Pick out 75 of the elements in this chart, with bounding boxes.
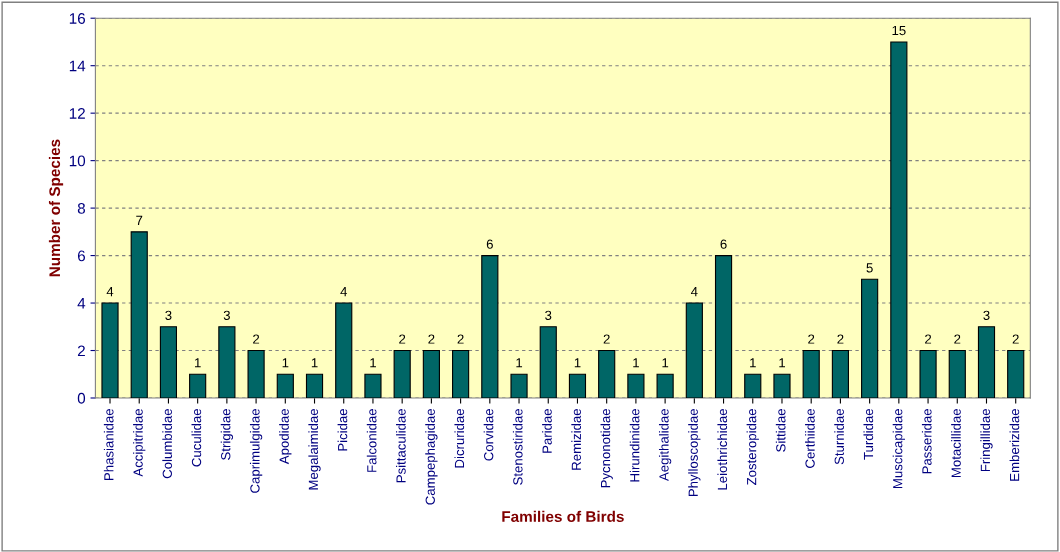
x-tick-label: Strigidae [220, 408, 234, 460]
data-label: 4 [340, 287, 348, 297]
data-label: 3 [983, 310, 990, 321]
data-label: 1 [574, 358, 581, 368]
x-tick-label: Stenostiridae [512, 408, 523, 485]
x-tick-label: Columbidae [162, 408, 172, 479]
y-axis-title: Number of Species [48, 139, 64, 277]
data-label: 4 [106, 287, 114, 297]
x-tick-label: Pycnonotidae [600, 408, 613, 488]
data-label: 4 [690, 287, 698, 297]
y-tick-label: 2 [77, 345, 85, 357]
x-axis-title: Families of Birds [502, 510, 624, 523]
x-tick-label: Megalaimidae [308, 408, 321, 490]
data-label: 2 [603, 334, 610, 344]
data-label: 2 [399, 334, 406, 344]
data-label: 3 [545, 310, 552, 321]
data-label: 2 [253, 334, 260, 344]
data-label: 2 [954, 334, 961, 344]
data-label: 1 [633, 358, 639, 368]
x-tick-label: Fringillidae [980, 408, 993, 472]
data-label: 1 [779, 358, 786, 368]
x-tick-label: Phylloscopidae [688, 408, 701, 497]
data-label: 1 [311, 358, 318, 368]
y-tick-label: 6 [77, 250, 86, 262]
x-tick-label: Campephagidae [425, 408, 438, 505]
data-label: 1 [750, 358, 756, 368]
data-label: 1 [370, 358, 376, 368]
data-label: 2 [808, 334, 815, 344]
x-tick-label: Passeridae [921, 408, 932, 474]
data-label: 2 [925, 334, 932, 344]
x-tick-label: Sturnidae [834, 408, 844, 465]
data-label: 3 [165, 310, 172, 321]
data-label: 15 [892, 25, 906, 36]
x-tick-label: Muscicapidae [892, 408, 905, 488]
data-label: 3 [223, 310, 230, 321]
x-tick-label: Leiothrichidae [717, 408, 728, 490]
x-tick-label: Cuculidae [191, 408, 202, 467]
data-label: 1 [282, 358, 289, 368]
x-tick-label: Motacillidae [951, 408, 961, 477]
x-tick-label: Hirundinidae [629, 408, 640, 482]
x-tick-label: Certhiidae [805, 408, 815, 468]
data-label: 2 [1012, 334, 1019, 344]
y-tick-label: 4 [77, 298, 86, 309]
x-tick-label: Caprimulgidae [249, 408, 263, 493]
x-tick-label: Paridae [542, 408, 552, 453]
x-tick-label: Phasianidae [103, 408, 114, 480]
x-tick-label: Emberizidae [1009, 408, 1020, 481]
x-tick-label: Apodidae [279, 408, 292, 465]
x-tick-label: Psittaculidae [396, 408, 406, 483]
data-label: 6 [720, 239, 727, 249]
x-tick-label: Falconidae [366, 408, 377, 472]
y-tick-label: 0 [77, 392, 86, 404]
data-label: 5 [866, 263, 873, 273]
data-label: 2 [457, 334, 464, 344]
y-tick-label: 12 [69, 108, 85, 119]
data-label: 6 [486, 239, 493, 249]
x-tick-label: Picidae [337, 408, 348, 451]
data-label: 2 [428, 334, 435, 344]
data-label: 2 [837, 334, 844, 344]
x-tick-label: Corvidae [483, 408, 494, 461]
x-tick-label: Aegithalidae [658, 408, 672, 481]
y-tick-label: 14 [69, 60, 86, 72]
data-label: 7 [136, 215, 143, 225]
y-tick-label: 16 [69, 13, 86, 24]
x-tick-label: Sittidae [775, 408, 786, 452]
y-tick-label: 10 [69, 155, 86, 167]
x-tick-label: Accipitridae [133, 408, 146, 477]
data-label: 1 [194, 358, 201, 368]
x-tick-label: Remizidae [571, 408, 582, 470]
x-tick-label: Zosteropidae [746, 408, 759, 485]
x-tick-label: Turdidae [863, 408, 874, 460]
x-tick-label: Dicruridae [454, 408, 465, 468]
data-label: 1 [662, 358, 669, 368]
data-label: 1 [516, 358, 523, 368]
y-tick-label: 8 [77, 202, 86, 214]
